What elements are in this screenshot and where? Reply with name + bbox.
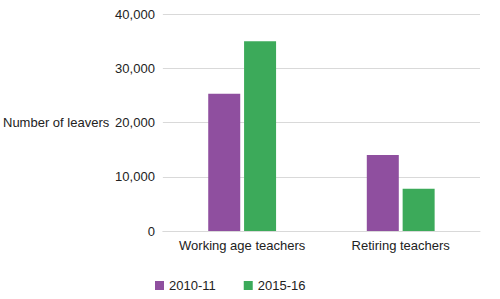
svg-text:0: 0 [148, 224, 155, 239]
svg-text:10,000: 10,000 [115, 169, 155, 184]
svg-text:Number of leavers: Number of leavers [3, 115, 110, 130]
svg-text:Retiring teachers: Retiring teachers [352, 238, 451, 253]
svg-text:2015-16: 2015-16 [258, 278, 306, 293]
svg-text:20,000: 20,000 [115, 115, 155, 130]
svg-text:2010-11: 2010-11 [169, 278, 216, 293]
svg-text:40,000: 40,000 [115, 7, 155, 22]
svg-text:Working age teachers: Working age teachers [179, 238, 306, 253]
svg-text:30,000: 30,000 [115, 61, 155, 76]
